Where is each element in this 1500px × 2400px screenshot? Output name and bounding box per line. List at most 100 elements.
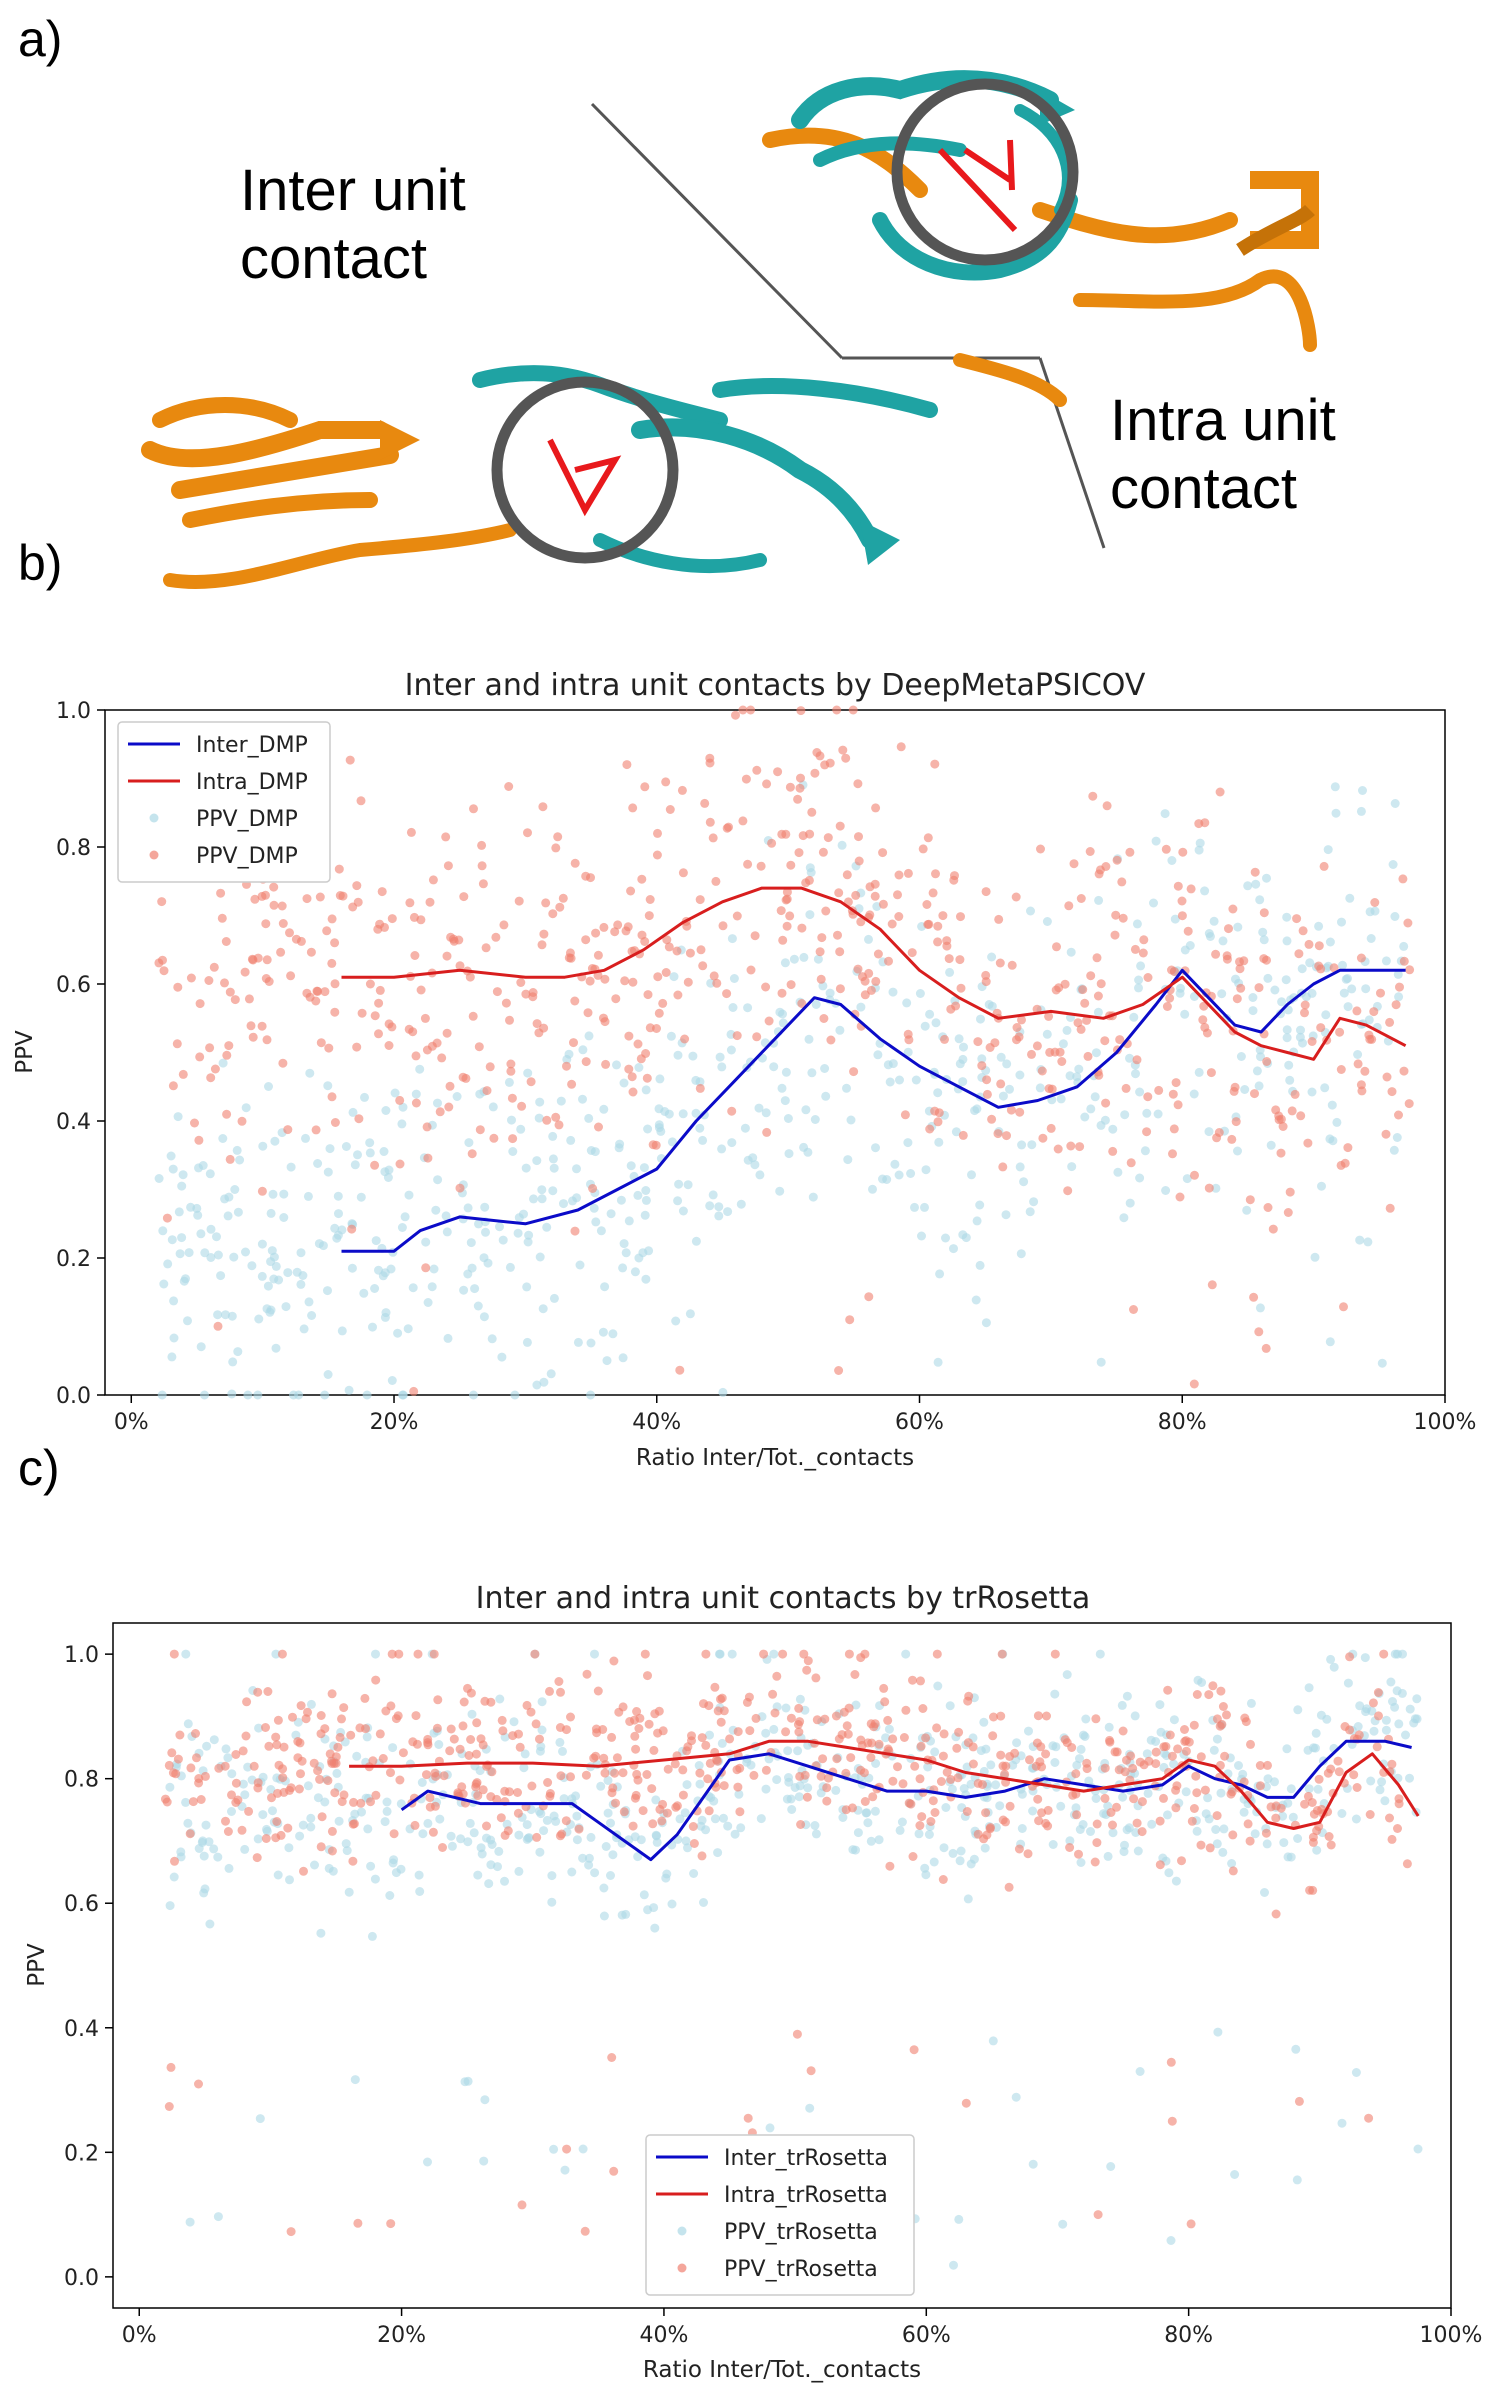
scatter-point	[1307, 1798, 1317, 1807]
scatter-point	[977, 1061, 987, 1071]
scatter-point	[177, 1233, 187, 1243]
scatter-point	[953, 1773, 963, 1783]
scatter-point	[1312, 1845, 1322, 1855]
scatter-point	[455, 961, 465, 971]
scatter-point	[1114, 1765, 1124, 1775]
scatter-point	[826, 1035, 836, 1045]
scatter-point	[1353, 1722, 1363, 1731]
scatter-point	[832, 1754, 842, 1764]
scatter-point	[266, 1208, 276, 1218]
scatter-point	[1277, 997, 1287, 1007]
scatter-point	[678, 1790, 688, 1800]
scatter-point	[549, 2144, 559, 2154]
scatter-point	[1259, 908, 1269, 918]
scatter-point	[1211, 949, 1221, 959]
scatter-point	[712, 1755, 722, 1765]
scatter-point	[1333, 1756, 1343, 1766]
scatter-point	[708, 833, 718, 843]
scatter-point	[807, 1068, 817, 1078]
scatter-point	[818, 1754, 828, 1764]
scatter-point	[1282, 1033, 1292, 1043]
scatter-point	[241, 1731, 251, 1741]
scatter-point	[705, 817, 715, 827]
scatter-point	[838, 1813, 848, 1822]
scatter-point	[1282, 936, 1292, 946]
scatter-point	[1066, 1141, 1076, 1151]
scatter-point	[186, 1202, 196, 1212]
scatter-point	[894, 912, 904, 921]
scatter-point	[253, 1390, 263, 1400]
scatter-point	[1255, 1303, 1265, 1313]
scatter-point	[422, 1770, 431, 1780]
x-tick-label: 100%	[1414, 1410, 1477, 1435]
scatter-point	[1115, 1035, 1125, 1045]
scatter-point	[1162, 1002, 1172, 1011]
scatter-point	[570, 996, 580, 1006]
scatter-point	[799, 1649, 809, 1659]
scatter-point	[647, 1784, 657, 1794]
scatter-point	[1043, 1821, 1053, 1831]
scatter-point	[834, 1366, 844, 1375]
scatter-point	[653, 972, 663, 982]
scatter-point	[835, 821, 845, 831]
scatter-point	[1050, 1689, 1060, 1699]
scatter-point	[551, 843, 561, 853]
scatter-point	[365, 1148, 375, 1158]
scatter-point	[935, 1269, 945, 1279]
scatter-point	[508, 1147, 518, 1156]
scatter-point	[324, 1043, 334, 1053]
scatter-point	[805, 2103, 815, 2113]
scatter-point	[1200, 886, 1210, 896]
scatter-point	[442, 1028, 452, 1038]
scatter-point	[1228, 1866, 1238, 1876]
scatter-point	[1282, 912, 1292, 922]
scatter-point	[1200, 818, 1210, 828]
scatter-point	[253, 1834, 263, 1844]
scatter-point	[404, 1190, 414, 1200]
scatter-point	[933, 1357, 943, 1367]
scatter-point	[732, 1031, 742, 1041]
scatter-point	[897, 1817, 907, 1827]
scatter-point	[738, 705, 748, 715]
scatter-point	[859, 1768, 869, 1778]
scatter-point	[622, 760, 632, 770]
scatter-point	[988, 2036, 998, 2046]
scatter-point	[262, 1035, 272, 1045]
scatter-point	[221, 937, 231, 946]
scatter-point	[1222, 1710, 1231, 1720]
scatter-point	[811, 1829, 821, 1839]
scatter-point	[879, 1683, 889, 1693]
scatter-point	[1063, 1186, 1073, 1196]
scatter-point	[643, 1905, 653, 1915]
scatter-point	[598, 1327, 608, 1337]
scatter-point	[883, 1715, 893, 1725]
scatter-point	[510, 1390, 520, 1400]
scatter-point	[504, 782, 514, 791]
scatter-point	[1051, 985, 1061, 995]
scatter-point	[1326, 1654, 1336, 1664]
scatter-point	[1025, 1207, 1035, 1217]
scatter-point	[309, 1758, 319, 1768]
scatter-point	[1015, 1107, 1025, 1117]
scatter-point	[1163, 1810, 1172, 1820]
scatter-point	[797, 923, 807, 933]
scatter-point	[547, 1871, 557, 1881]
x-tick-label: 0%	[122, 2323, 157, 2348]
scatter-point	[1075, 1754, 1084, 1764]
scatter-point	[435, 1814, 445, 1824]
scatter-point	[844, 1649, 854, 1659]
scatter-point	[422, 1122, 432, 1132]
scatter-point	[487, 1334, 497, 1344]
scatter-point	[789, 954, 799, 964]
scatter-point	[796, 706, 806, 716]
scatter-point	[621, 926, 631, 936]
scatter-point	[781, 1727, 791, 1737]
scatter-point	[1195, 838, 1205, 848]
scatter-point	[1254, 1327, 1264, 1337]
scatter-point	[381, 1106, 391, 1115]
scatter-point	[1016, 1249, 1026, 1259]
scatter-point	[1263, 973, 1273, 983]
scatter-point	[378, 1754, 388, 1763]
scatter-point	[860, 1797, 870, 1806]
scatter-point	[1019, 1177, 1029, 1187]
